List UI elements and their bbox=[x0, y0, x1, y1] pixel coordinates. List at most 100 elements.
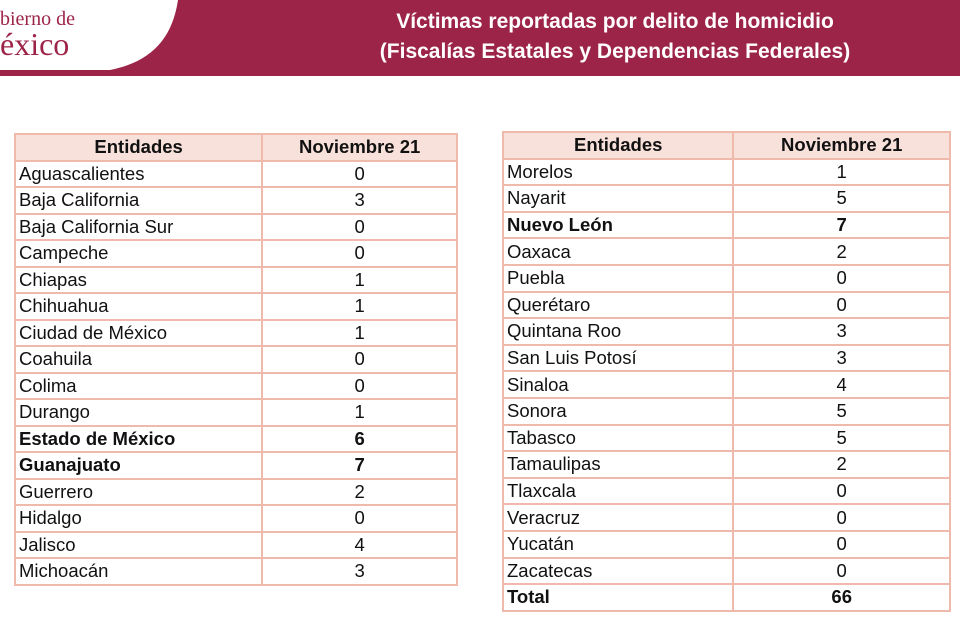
value-cell: 5 bbox=[732, 423, 951, 453]
row: Sonora 5 bbox=[501, 396, 951, 426]
value-cell: 2 bbox=[732, 450, 951, 479]
entity-cell: Guanajuato bbox=[13, 451, 264, 480]
value-cell: 0 bbox=[732, 476, 951, 506]
value-cell: 5 bbox=[732, 396, 951, 426]
column-header: Noviembre 21 bbox=[261, 133, 458, 162]
entity-cell: Coahuila bbox=[13, 345, 264, 374]
row: Michoacán 3 bbox=[13, 557, 458, 586]
row: Nayarit 5 bbox=[501, 184, 951, 213]
title: Víctimas reportadas por delito de homici… bbox=[396, 10, 834, 33]
table: Entidades Noviembre 21 Aguascalientes 0 Baja… bbox=[13, 133, 458, 586]
row: Tlaxcala 0 bbox=[501, 476, 951, 506]
value-cell: 0 bbox=[732, 503, 951, 532]
value-cell: 4 bbox=[732, 370, 951, 399]
row: Total 66 bbox=[501, 583, 951, 612]
value-cell: 0 bbox=[261, 504, 458, 533]
header-row: Entidades Noviembre 21 bbox=[501, 131, 951, 160]
value-cell: 0 bbox=[261, 371, 458, 400]
value-cell: 7 bbox=[261, 451, 458, 480]
entity-cell: Total bbox=[501, 583, 735, 612]
entity-cell: Oaxaca bbox=[501, 237, 735, 266]
value-cell: 3 bbox=[261, 557, 458, 586]
row: Baja California 3 bbox=[13, 186, 458, 215]
column-header: Noviembre 21 bbox=[732, 131, 951, 160]
logo-text: éxico bbox=[0, 26, 70, 62]
value-cell: 7 bbox=[732, 210, 951, 240]
entity-cell: Colima bbox=[13, 371, 264, 400]
logo-text: bierno de bbox=[0, 8, 75, 30]
entity-cell: Michoacán bbox=[13, 557, 264, 586]
column-header: Entidades bbox=[13, 133, 264, 162]
entity-cell: Morelos bbox=[501, 157, 735, 187]
value-cell: 2 bbox=[732, 237, 951, 266]
entity-cell: Aguascalientes bbox=[13, 159, 264, 188]
row: Estado de México 6 bbox=[13, 424, 458, 453]
row: Colima 0 bbox=[13, 371, 458, 400]
entity-cell: Hidalgo bbox=[13, 504, 264, 533]
entity-cell: Jalisco bbox=[13, 530, 264, 559]
row: Quintana Roo 3 bbox=[501, 317, 951, 346]
subtitle: (Fiscalías Estatales y Dependencias Fede… bbox=[379, 40, 851, 63]
value-cell: 6 bbox=[261, 424, 458, 453]
entity-cell: Sonora bbox=[501, 396, 735, 426]
entity-cell: Guerrero bbox=[13, 477, 264, 506]
header-row: Entidades Noviembre 21 bbox=[13, 133, 458, 162]
row: Veracruz 0 bbox=[501, 503, 951, 532]
row: Sinaloa 4 bbox=[501, 370, 951, 399]
value-cell: 3 bbox=[732, 343, 951, 373]
value-cell: 5 bbox=[732, 184, 951, 213]
entity-cell: Ciudad de México bbox=[13, 318, 264, 347]
value-cell: 1 bbox=[732, 157, 951, 187]
entity-cell: Durango bbox=[13, 398, 264, 427]
entity-cell: Chiapas bbox=[13, 265, 264, 294]
entity-cell: Sinaloa bbox=[501, 370, 735, 399]
value-cell: 0 bbox=[261, 239, 458, 268]
entity-cell: Baja California Sur bbox=[13, 212, 264, 241]
row: Puebla 0 bbox=[501, 263, 951, 293]
value-cell: 0 bbox=[732, 556, 951, 586]
value-cell: 0 bbox=[732, 529, 951, 559]
row: Morelos 1 bbox=[501, 157, 951, 187]
value-cell: 3 bbox=[732, 317, 951, 346]
row: Campeche 0 bbox=[13, 239, 458, 268]
value-cell: 0 bbox=[732, 263, 951, 293]
entity-cell: Tabasco bbox=[501, 423, 735, 453]
entity-cell: Quintana Roo bbox=[501, 317, 735, 346]
entity-cell: Baja California bbox=[13, 186, 264, 215]
row: Tabasco 5 bbox=[501, 423, 951, 453]
row: Tamaulipas 2 bbox=[501, 450, 951, 479]
value-cell: 0 bbox=[261, 159, 458, 188]
row: Coahuila 0 bbox=[13, 345, 458, 374]
entity-cell: Puebla bbox=[501, 263, 735, 293]
row: Guanajuato 7 bbox=[13, 451, 458, 480]
entity-cell: Nuevo León bbox=[501, 210, 735, 240]
entity-cell: Tlaxcala bbox=[501, 476, 735, 506]
entity-cell: Veracruz bbox=[501, 503, 735, 532]
entity-cell: Estado de México bbox=[13, 424, 264, 453]
row: Hidalgo 0 bbox=[13, 504, 458, 533]
value-cell: 0 bbox=[261, 345, 458, 374]
row: Ciudad de México 1 bbox=[13, 318, 458, 347]
row: Guerrero 2 bbox=[13, 477, 458, 506]
entity-cell: Tamaulipas bbox=[501, 450, 735, 479]
logo-shape bbox=[0, 0, 178, 70]
entity-cell: Yucatán bbox=[501, 529, 735, 559]
row: Jalisco 4 bbox=[13, 530, 458, 559]
value-cell: 1 bbox=[261, 292, 458, 321]
row: Chiapas 1 bbox=[13, 265, 458, 294]
row: Nuevo León 7 bbox=[501, 210, 951, 240]
value-cell: 1 bbox=[261, 398, 458, 427]
entity-cell: Chihuahua bbox=[13, 292, 264, 321]
row: Chihuahua 1 bbox=[13, 292, 458, 321]
row: Querétaro 0 bbox=[501, 290, 951, 320]
entity-cell: Querétaro bbox=[501, 290, 735, 320]
row: Aguascalientes 0 bbox=[13, 159, 458, 188]
row: San Luis Potosí 3 bbox=[501, 343, 951, 373]
row: Yucatán 0 bbox=[501, 529, 951, 559]
logo-background bbox=[0, 0, 178, 70]
column-header: Entidades bbox=[501, 131, 735, 160]
entity-cell: San Luis Potosí bbox=[501, 343, 735, 373]
value-cell: 4 bbox=[261, 530, 458, 559]
table: Entidades Noviembre 21 Morelos 1 Nayarit 5 Nue… bbox=[501, 131, 951, 612]
